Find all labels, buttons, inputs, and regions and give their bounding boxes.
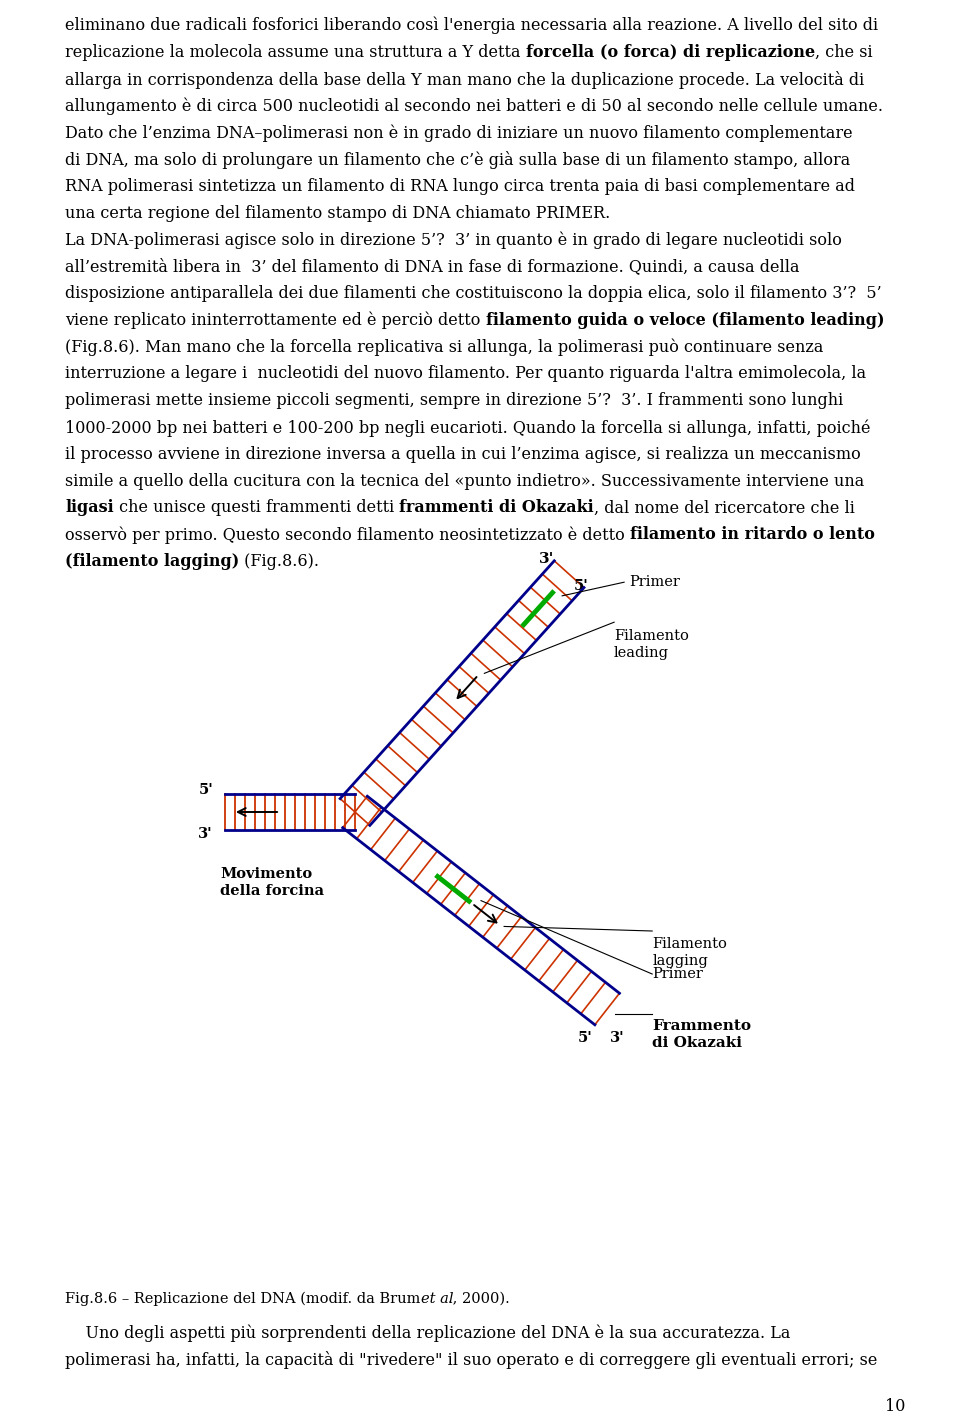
Text: forcella (o forca) di replicazione: forcella (o forca) di replicazione bbox=[526, 44, 815, 61]
Text: Frammento
di Okazaki: Frammento di Okazaki bbox=[652, 1019, 751, 1050]
Text: allungamento è di circa 500 nucleotidi al secondo nei batteri e di 50 al secondo: allungamento è di circa 500 nucleotidi a… bbox=[65, 97, 883, 116]
Text: , che si: , che si bbox=[815, 44, 873, 61]
Text: et al: et al bbox=[421, 1291, 453, 1306]
Text: eliminano due radicali fosforici liberando così l'energia necessaria alla reazio: eliminano due radicali fosforici liberan… bbox=[65, 17, 878, 34]
Text: di DNA, ma solo di prolungare un filamento che c’è già sulla base di un filament: di DNA, ma solo di prolungare un filamen… bbox=[65, 151, 851, 168]
Text: osservò per primo. Questo secondo filamento neosintetizzato è detto: osservò per primo. Questo secondo filame… bbox=[65, 527, 630, 544]
Text: 10: 10 bbox=[884, 1398, 905, 1416]
Text: 1000-2000 bp nei batteri e 100-200 bp negli eucarioti. Quando la forcella si all: 1000-2000 bp nei batteri e 100-200 bp ne… bbox=[65, 420, 871, 437]
Text: (filamento lagging): (filamento lagging) bbox=[65, 554, 239, 569]
Text: 3': 3' bbox=[199, 828, 213, 841]
Text: Movimento
della forcina: Movimento della forcina bbox=[220, 868, 324, 899]
Text: (Fig.8.6).: (Fig.8.6). bbox=[239, 554, 320, 569]
Text: polimerasi ha, infatti, la capacità di "rivedere" il suo operato e di correggere: polimerasi ha, infatti, la capacità di "… bbox=[65, 1351, 877, 1368]
Text: Filamento
lagging: Filamento lagging bbox=[652, 938, 727, 969]
Text: RNA polimerasi sintetizza un filamento di RNA lungo circa trenta paia di basi co: RNA polimerasi sintetizza un filamento d… bbox=[65, 178, 855, 195]
Text: che unisce questi frammenti detti: che unisce questi frammenti detti bbox=[113, 499, 399, 517]
Text: 5': 5' bbox=[574, 579, 588, 594]
Text: una certa regione del filamento stampo di DNA chiamato PRIMER.: una certa regione del filamento stampo d… bbox=[65, 204, 611, 221]
Text: 3': 3' bbox=[610, 1032, 624, 1045]
Text: Uno degli aspetti più sorprendenti della replicazione del DNA è la sua accuratez: Uno degli aspetti più sorprendenti della… bbox=[65, 1324, 790, 1341]
Text: Primer: Primer bbox=[652, 968, 703, 980]
Text: allarga in corrispondenza della base della Y man mano che la duplicazione proced: allarga in corrispondenza della base del… bbox=[65, 70, 864, 88]
Text: ligasi: ligasi bbox=[65, 499, 113, 517]
Text: (Fig.8.6). Man mano che la forcella replicativa si allunga, la polimerasi può co: (Fig.8.6). Man mano che la forcella repl… bbox=[65, 338, 824, 357]
Text: il processo avviene in direzione inversa a quella in cui l’enzima agisce, si rea: il processo avviene in direzione inversa… bbox=[65, 445, 861, 462]
Text: Dato che l’enzima DNA–polimerasi non è in grado di iniziare un nuovo filamento c: Dato che l’enzima DNA–polimerasi non è i… bbox=[65, 124, 852, 141]
Text: replicazione la molecola assume una struttura a Y detta: replicazione la molecola assume una stru… bbox=[65, 44, 526, 61]
Text: La DNA-polimerasi agisce solo in direzione 5’?  3’ in quanto è in grado di legar: La DNA-polimerasi agisce solo in direzio… bbox=[65, 231, 842, 248]
Text: viene replicato ininterrottamente ed è perciò detto: viene replicato ininterrottamente ed è p… bbox=[65, 313, 486, 330]
Text: Primer: Primer bbox=[629, 575, 680, 589]
Text: polimerasi mette insieme piccoli segmenti, sempre in direzione 5’?  3’. I framme: polimerasi mette insieme piccoli segment… bbox=[65, 392, 843, 410]
Text: 5': 5' bbox=[199, 783, 213, 798]
Text: filamento in ritardo o lento: filamento in ritardo o lento bbox=[630, 527, 875, 544]
Text: frammenti di Okazaki: frammenti di Okazaki bbox=[399, 499, 593, 517]
Text: simile a quello della cucitura con la tecnica del «punto indietro». Successivame: simile a quello della cucitura con la te… bbox=[65, 472, 864, 489]
Text: all’estremità libera in  3’ del filamento di DNA in fase di formazione. Quindi, : all’estremità libera in 3’ del filamento… bbox=[65, 258, 800, 275]
Text: disposizione antiparallela dei due filamenti che costituiscono la doppia elica, : disposizione antiparallela dei due filam… bbox=[65, 285, 881, 303]
Text: Filamento
leading: Filamento leading bbox=[614, 629, 689, 661]
Text: , dal nome del ricercatore che li: , dal nome del ricercatore che li bbox=[593, 499, 854, 517]
Text: ., 2000).: ., 2000). bbox=[448, 1291, 510, 1306]
Text: interruzione a legare i  nucleotidi del nuovo filamento. Per quanto riguarda l'a: interruzione a legare i nucleotidi del n… bbox=[65, 365, 866, 382]
Text: filamento guida o veloce (filamento leading): filamento guida o veloce (filamento lead… bbox=[486, 313, 884, 328]
Text: 5': 5' bbox=[578, 1032, 592, 1045]
Text: 3': 3' bbox=[540, 552, 555, 567]
Text: Fig.8.6 – Replicazione del DNA (modif. da Brum: Fig.8.6 – Replicazione del DNA (modif. d… bbox=[65, 1291, 425, 1306]
